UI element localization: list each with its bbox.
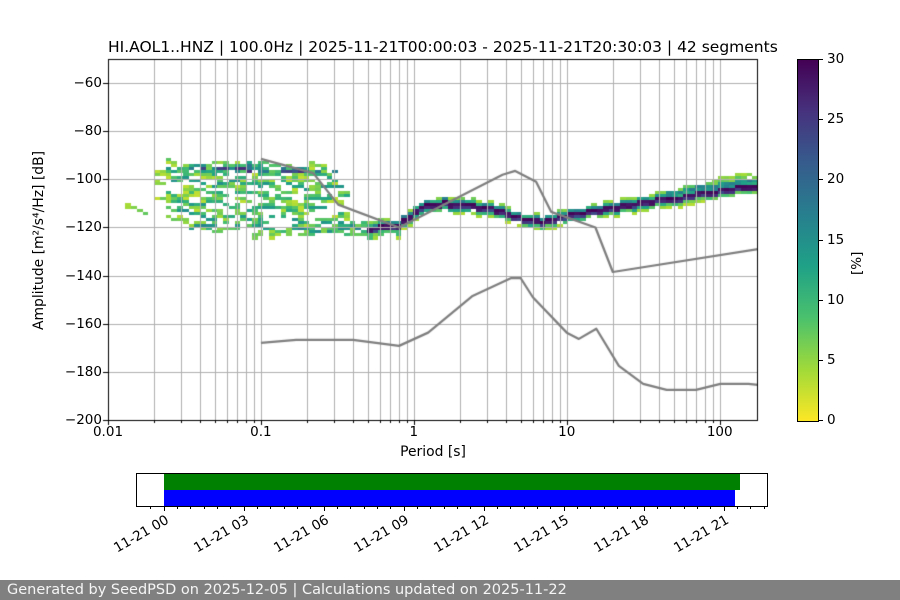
x-tick-label: 0.1	[250, 424, 272, 440]
colorbar-tick	[819, 420, 823, 421]
coverage-tick	[483, 507, 485, 511]
coverage-tick-label: 11-21 00	[111, 512, 172, 557]
colorbar-tick	[819, 299, 823, 301]
coverage-minor-tick	[256, 507, 258, 509]
coverage-minor-tick	[203, 507, 205, 509]
colorbar-tick	[819, 119, 823, 121]
y-tick-label: −140	[64, 267, 102, 284]
colorbar	[797, 59, 819, 422]
coverage-minor-tick	[190, 507, 192, 509]
coverage-minor-tick	[630, 507, 632, 509]
coverage-tick	[403, 507, 405, 511]
footer-bar: Generated by SeedPSD on 2025-12-05 | Cal…	[0, 580, 900, 600]
coverage-minor-tick	[496, 507, 498, 509]
x-axis-label: Period [s]	[400, 444, 466, 460]
y-tick-label: −200	[64, 412, 102, 428]
coverage-minor-tick	[176, 507, 178, 509]
ppsd-plot-canvas	[100, 51, 768, 429]
coverage-tick-label: 11-21 15	[511, 512, 572, 557]
coverage-tick-label: 11-21 09	[351, 512, 412, 557]
y-tick-label: −100	[64, 171, 102, 188]
coverage-tick-label: 11-21 06	[271, 512, 332, 557]
coverage-minor-tick	[550, 507, 552, 509]
coverage-tick-label: 11-21 18	[591, 512, 652, 557]
y-tick-label: −160	[64, 315, 102, 332]
coverage-minor-tick	[603, 507, 605, 509]
colorbar-tick-label: 0	[827, 412, 836, 428]
footer-text: Generated by SeedPSD on 2025-12-05 | Cal…	[7, 582, 567, 598]
coverage-minor-tick	[270, 507, 272, 509]
coverage-minor-tick	[656, 507, 658, 509]
y-tick-label: −60	[73, 75, 103, 92]
coverage-minor-tick	[230, 507, 232, 509]
colorbar-unit-label: [%]	[849, 251, 865, 275]
x-tick-label: 100	[706, 424, 733, 440]
x-tick-label: 1	[409, 424, 419, 440]
coverage-minor-tick	[523, 507, 525, 509]
coverage-minor-tick	[363, 507, 365, 509]
colorbar-tick-label: 10	[827, 291, 845, 308]
x-tick-label: 10	[558, 424, 576, 440]
coverage-minor-tick	[443, 507, 445, 509]
colorbar-tick-label: 5	[827, 351, 836, 368]
coverage-span-bottom	[164, 490, 735, 506]
coverage-tick	[563, 507, 565, 511]
coverage-minor-tick	[390, 507, 392, 509]
y-axis-label: Amplitude [m²/s⁴/Hz] [dB]	[31, 150, 47, 330]
coverage-minor-tick	[670, 507, 672, 509]
coverage-span-top	[164, 474, 740, 490]
coverage-tick-label: 11-21 03	[191, 512, 252, 557]
coverage-minor-tick	[536, 507, 538, 509]
coverage-tick-label: 11-21 21	[671, 512, 732, 557]
coverage-minor-tick	[350, 507, 352, 509]
coverage-minor-tick	[710, 507, 712, 509]
coverage-minor-tick	[456, 507, 458, 509]
coverage-tick	[723, 507, 725, 511]
coverage-minor-tick	[616, 507, 618, 509]
coverage-minor-tick	[510, 507, 512, 509]
coverage-minor-tick	[470, 507, 472, 509]
colorbar-tick-label: 25	[827, 111, 845, 128]
coverage-minor-tick	[310, 507, 312, 509]
coverage-minor-tick	[376, 507, 378, 509]
coverage-tick	[323, 507, 325, 511]
coverage-minor-tick	[416, 507, 418, 509]
x-tick-label: 0.01	[92, 424, 124, 440]
coverage-minor-tick	[576, 507, 578, 509]
colorbar-tick-label: 15	[827, 231, 845, 248]
coverage-minor-tick	[683, 507, 685, 509]
coverage-minor-tick	[696, 507, 698, 509]
coverage-minor-tick	[763, 507, 765, 509]
coverage-minor-tick	[336, 507, 338, 509]
coverage-tick	[163, 507, 165, 511]
coverage-minor-tick	[150, 507, 152, 509]
colorbar-tick-label: 20	[827, 171, 845, 188]
coverage-axis	[136, 473, 768, 507]
colorbar-tick	[819, 359, 823, 361]
colorbar-tick	[819, 239, 823, 241]
y-tick-label: −80	[73, 123, 103, 140]
colorbar-tick	[819, 59, 823, 60]
coverage-minor-tick	[216, 507, 218, 509]
coverage-minor-tick	[590, 507, 592, 509]
colorbar-tick-label: 30	[827, 51, 845, 67]
coverage-tick-label: 11-21 12	[431, 512, 492, 557]
y-tick-label: −180	[64, 363, 102, 380]
coverage-minor-tick	[430, 507, 432, 509]
coverage-minor-tick	[296, 507, 298, 509]
y-tick-label: −120	[64, 219, 102, 236]
coverage-minor-tick	[750, 507, 752, 509]
coverage-tick	[643, 507, 645, 511]
coverage-minor-tick	[283, 507, 285, 509]
coverage-tick	[243, 507, 245, 511]
coverage-minor-tick	[736, 507, 738, 509]
colorbar-tick	[819, 179, 823, 181]
plot-title: HI.AOL1..HNZ | 100.0Hz | 2025-11-21T00:0…	[108, 38, 778, 56]
